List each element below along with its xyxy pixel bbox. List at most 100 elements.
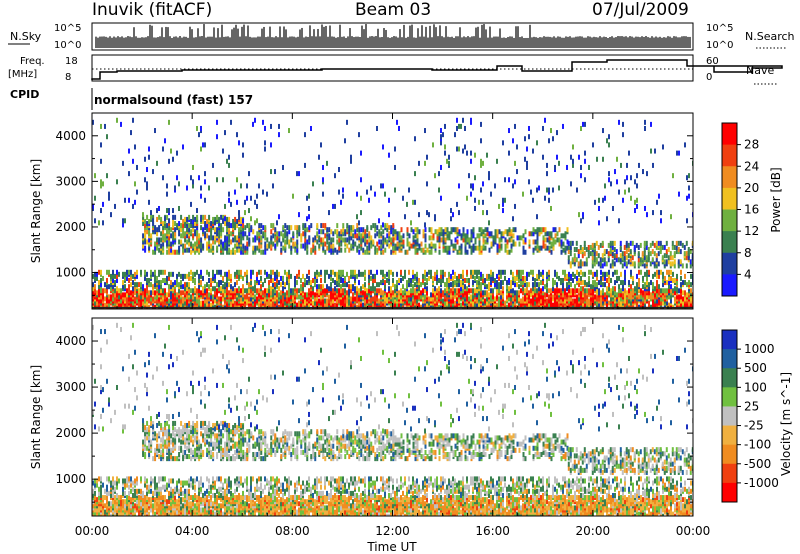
power-cell	[556, 271, 558, 277]
power-cell	[252, 286, 254, 292]
power-cell	[202, 300, 204, 306]
power-cell	[250, 292, 252, 298]
power-cell	[550, 241, 553, 247]
power-cell	[286, 225, 289, 231]
power-cell	[450, 282, 452, 288]
power-cell	[212, 239, 215, 245]
power-cell	[528, 294, 530, 300]
power-cell	[684, 296, 686, 302]
power-cell	[310, 280, 312, 286]
power-cell	[550, 231, 553, 237]
power-cell	[646, 280, 648, 286]
power-cell	[450, 288, 452, 294]
power-cell	[406, 231, 409, 237]
power-cell	[430, 241, 433, 247]
power-cell	[540, 271, 542, 277]
power-cell	[646, 275, 648, 281]
power-cell	[176, 273, 178, 279]
power-cell	[310, 247, 313, 253]
power-cell	[424, 243, 427, 249]
power-cell	[500, 231, 503, 237]
power-cell	[154, 290, 156, 296]
power-cell	[350, 273, 352, 279]
power-cell	[296, 243, 299, 249]
power-cell	[160, 243, 163, 249]
power-cell	[220, 243, 223, 249]
power-cell	[613, 240, 616, 246]
power-cell	[562, 241, 565, 247]
power-cell	[134, 286, 136, 292]
power-cell	[651, 249, 654, 255]
power-cell	[148, 229, 151, 235]
power-cell	[674, 278, 676, 284]
power-cell	[192, 243, 195, 249]
power-cell	[672, 304, 674, 309]
power-cell	[500, 284, 502, 290]
power-cell	[356, 286, 358, 292]
power-cell	[286, 296, 288, 302]
power-cell	[370, 275, 372, 281]
power-cell	[426, 271, 428, 277]
power-cell	[592, 280, 594, 286]
power-cell	[636, 273, 638, 279]
power-cell	[340, 284, 342, 290]
power-cell	[567, 244, 570, 250]
power-cell	[428, 227, 431, 233]
power-cell	[146, 288, 148, 294]
power-cell	[344, 275, 346, 281]
power-cell	[580, 269, 582, 275]
power-cell	[158, 269, 160, 275]
power-cell	[184, 300, 186, 306]
power-cell	[596, 269, 598, 275]
power-cell	[662, 271, 664, 277]
power-cell	[322, 241, 325, 247]
power-cell	[112, 278, 114, 284]
power-cell	[599, 242, 602, 248]
power-cell	[312, 247, 315, 253]
power-cell	[690, 282, 692, 288]
power-cell	[460, 302, 462, 308]
power-cell	[480, 286, 482, 292]
power-cell	[100, 286, 102, 292]
power-cell	[510, 288, 512, 294]
power-cell	[164, 233, 167, 239]
power-cell	[228, 273, 230, 279]
power-cell	[98, 284, 100, 290]
power-cell	[124, 275, 126, 281]
power-cell	[588, 288, 590, 294]
power-cell	[592, 284, 594, 290]
power-cell	[546, 278, 548, 284]
power-cell	[504, 243, 507, 249]
power-cell	[362, 284, 364, 290]
power-cell	[392, 245, 395, 251]
power-cell	[556, 282, 558, 288]
power-cell	[584, 292, 586, 298]
power-cell	[320, 223, 323, 229]
power-cell	[596, 288, 598, 294]
power-cell	[518, 290, 520, 296]
power-cell	[158, 237, 161, 243]
power-cell	[108, 269, 110, 275]
power-cell	[474, 237, 477, 243]
power-cell	[208, 278, 210, 284]
power-cell	[492, 275, 494, 281]
power-cell	[152, 284, 154, 290]
power-cell	[570, 282, 572, 288]
power-cell	[160, 269, 162, 275]
power-cell	[668, 280, 670, 286]
power-cell	[320, 269, 322, 275]
power-cell	[609, 247, 612, 253]
power-cell	[607, 242, 610, 248]
power-cell	[422, 302, 424, 308]
power-cell	[534, 282, 536, 288]
power-cell	[591, 255, 594, 261]
power-cell	[186, 239, 189, 245]
power-cell	[478, 249, 481, 255]
power-cell	[593, 255, 596, 261]
power-cell	[206, 241, 209, 247]
power-cell	[304, 278, 306, 284]
power-cell	[110, 286, 112, 292]
power-cell	[648, 282, 650, 288]
power-cell	[246, 288, 248, 294]
power-cell	[324, 233, 327, 239]
